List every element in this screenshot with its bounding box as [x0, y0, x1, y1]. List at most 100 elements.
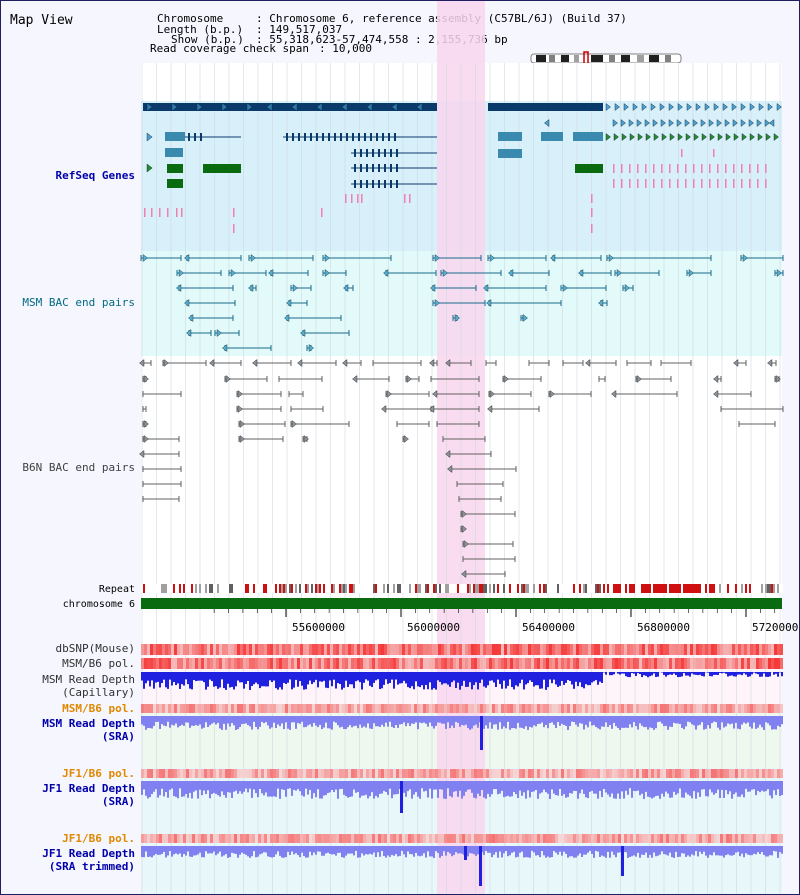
- gene-feature: [591, 208, 593, 217]
- jf1-b6-pol-cell: [306, 769, 309, 778]
- dbsnp-cell: [654, 644, 657, 655]
- repeat-segment: [185, 584, 187, 593]
- jf1-b6-pol-cell: [738, 769, 741, 778]
- gene-arrow-icon: [693, 133, 699, 141]
- msm-sra-depth-bar: [537, 716, 539, 724]
- msm-bac-pairs-layer[interactable]: [140, 254, 784, 352]
- jf1-trim-depth-bar: [267, 846, 269, 857]
- repeat-segment: [571, 584, 573, 593]
- msm-cap-depth-bar: [747, 672, 749, 677]
- repeat-segment: [625, 584, 627, 593]
- refseq-track-label[interactable]: RefSeq Genes: [56, 169, 135, 182]
- msm-b6-pol-cell: [333, 658, 336, 669]
- jf1-depth-trim-label-1[interactable]: JF1 Read Depth: [42, 847, 135, 860]
- jf1-b6-pol-2-label[interactable]: JF1/B6 pol.: [62, 832, 135, 845]
- msm-cap-depth-bar: [451, 672, 453, 683]
- msm-sra-depth-bar: [743, 716, 745, 723]
- msm-b6-pol-sra-cell: [570, 704, 573, 713]
- gene-feature: [409, 194, 411, 203]
- msm-b6-pol-cell: [615, 658, 618, 669]
- jf1-trim-depth-bar: [289, 846, 291, 855]
- msm-depth-cap-label-1[interactable]: MSM Read Depth: [42, 673, 135, 686]
- repeat-segment: [333, 584, 335, 593]
- msm-depth-sra-label-1[interactable]: MSM Read Depth: [42, 717, 135, 730]
- msm-sra-depth-bar: [681, 716, 683, 728]
- gene-arrow-icon: [239, 420, 245, 428]
- polymorphism-tracks[interactable]: [141, 644, 783, 843]
- jf1-trim-depth-bar: [539, 846, 541, 858]
- b6n-bac-pairs-layer[interactable]: [139, 359, 784, 578]
- gene-arrow-icon: [386, 390, 392, 398]
- msm-b6-pol-sra-cell: [270, 704, 273, 713]
- jf1-b6-pol-cell: [741, 769, 744, 778]
- msm-cap-depth-bar: [313, 672, 315, 683]
- repeat-segment: [569, 584, 571, 593]
- msm-cap-depth-bar: [487, 672, 489, 686]
- msm-sra-depth-bar: [463, 716, 465, 726]
- msm-b6-pol-sra-cell: [429, 704, 432, 713]
- jf1-b6-pol-cell: [471, 769, 474, 778]
- gene-arrow-icon: [773, 133, 779, 141]
- jf1-b6-pol-cell: [606, 769, 609, 778]
- repeat-track[interactable]: [141, 584, 783, 593]
- jf1-b6-pol-label[interactable]: JF1/B6 pol.: [62, 767, 135, 780]
- jf1-sra-depth-bar: [555, 781, 557, 796]
- repeat-segment: [589, 584, 591, 593]
- gene-arrow-icon: [352, 375, 358, 383]
- msm-b6-pol-cell: [219, 658, 222, 669]
- gene-arrow-icon: [324, 254, 330, 262]
- jf1-trim-depth-bar: [257, 846, 259, 857]
- msm-sra-depth-bar: [395, 716, 397, 726]
- msm-sra-depth-bar: [365, 716, 367, 728]
- msm-cap-depth-bar: [213, 672, 215, 687]
- msm-sra-depth-bar: [251, 716, 253, 730]
- jf1-trim-depth-bar: [545, 846, 547, 858]
- msm-cap-depth-bar: [773, 672, 775, 675]
- msm-bac-track-label[interactable]: MSM BAC end pairs: [22, 296, 135, 309]
- msm-cap-depth-bar: [561, 672, 563, 681]
- dbsnp-cell: [402, 644, 405, 655]
- jf1-sra-depth-bar: [237, 781, 239, 794]
- repeat-segment: [227, 584, 229, 593]
- b6n-bac-track-label[interactable]: B6N BAC end pairs: [22, 461, 135, 474]
- msm-sra-depth-bar: [339, 716, 341, 728]
- jf1-b6-pol-2-cell: [333, 834, 336, 843]
- jf1-depth-sra-label-1[interactable]: JF1 Read Depth: [42, 782, 135, 795]
- msm-b6-pol-sra-cell: [333, 704, 336, 713]
- msm-cap-depth-bar: [759, 672, 761, 677]
- jf1-trim-depth-bar: [299, 846, 301, 858]
- jf1-b6-pol-2-cell: [567, 834, 570, 843]
- chromosome-bar[interactable]: [141, 598, 782, 609]
- jf1-b6-pol-2-cell: [606, 834, 609, 843]
- gene-arrow-icon: [486, 299, 492, 307]
- msm-b6-pol-cell: [588, 658, 591, 669]
- gene-block: [488, 103, 603, 111]
- msm-b6-pol-cell: [420, 658, 423, 669]
- gene-arrow-icon: [146, 163, 153, 173]
- jf1-b6-pol-2-cell: [693, 834, 696, 843]
- jf1-trim-depth-bar: [469, 846, 471, 854]
- jf1-sra-depth-bar: [271, 781, 273, 797]
- msm-cap-depth-bar: [207, 672, 209, 687]
- msm-b6-pol-sra-cell: [219, 704, 222, 713]
- jf1-trim-depth-bar: [325, 846, 327, 854]
- jf1-trim-depth-bar: [737, 846, 739, 852]
- gene-exon: [372, 164, 374, 172]
- read-depth-tracks[interactable]: [141, 672, 783, 886]
- jf1-trim-depth-bar: [673, 846, 675, 858]
- msm-b6-pol-sra-label[interactable]: MSM/B6 pol.: [62, 702, 135, 715]
- msm-b6-pol-sra-cell: [294, 704, 297, 713]
- jf1-trim-depth-bar: [171, 846, 173, 857]
- refseq-genes-layer[interactable]: [143, 102, 782, 233]
- jf1-trim-depth-bar: [365, 846, 367, 855]
- dbsnp-track-label[interactable]: dbSNP(Mouse): [56, 642, 135, 655]
- repeat-segment: [355, 584, 357, 593]
- msm-b6-pol-track-label[interactable]: MSM/B6 pol.: [62, 657, 135, 670]
- jf1-b6-pol-cell: [768, 769, 771, 778]
- repeat-segment: [319, 584, 321, 593]
- msm-sra-depth-bar: [685, 716, 687, 727]
- jf1-trim-depth-bar: [517, 846, 519, 857]
- msm-b6-pol-cell: [744, 658, 747, 669]
- jf1-sra-depth-bar: [335, 781, 337, 790]
